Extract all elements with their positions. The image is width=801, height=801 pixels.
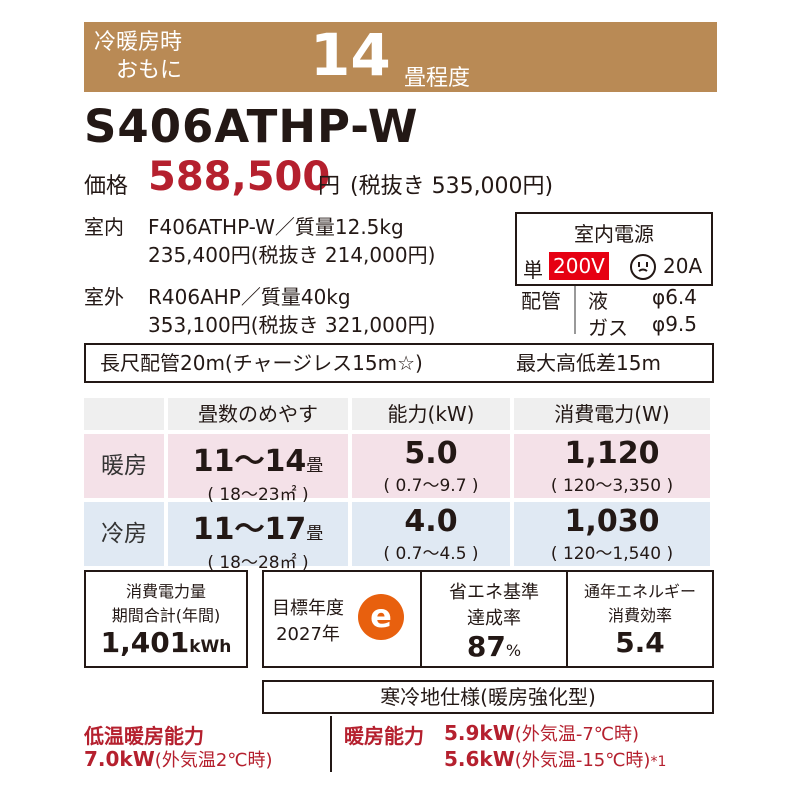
piping-divider — [574, 286, 576, 334]
target-year: 目標年度 2027年 — [272, 594, 344, 646]
outdoor-label: 室外 — [84, 285, 124, 309]
consumption-value: 1,401 — [100, 626, 190, 659]
achieve-unit: % — [505, 641, 522, 660]
amperage: 20A — [663, 254, 703, 278]
table-row: 冷房 — [84, 502, 164, 566]
tatami-sub: ( 18～28㎡ ) — [207, 553, 309, 573]
heating-label: 暖房能力 — [344, 724, 424, 748]
piping-label: 配管 — [521, 289, 561, 313]
heating-cond1: (外気温-7℃時) — [514, 724, 640, 745]
heating-value1: 5.9kW(外気温-7℃時) — [444, 720, 639, 746]
indoor-price: 235,400円(税抜き 214,000円) — [148, 243, 436, 267]
tatami-value: 11～14 — [192, 444, 307, 479]
indoor-label: 室内 — [84, 215, 124, 239]
divider — [420, 572, 422, 666]
capacity-value: 5.0 — [404, 436, 458, 471]
achievement: 省エネ基準 達成率 87% — [422, 578, 566, 663]
indoor-model: F406ATHP-W／質量12.5kg — [148, 215, 404, 239]
banner-line1: 冷暖房時 — [94, 30, 183, 55]
power-value: 1,030 — [564, 504, 660, 539]
banner-line2: おもに — [116, 58, 183, 83]
capacity-banner: 冷暖房時 おもに 14 畳程度 — [84, 22, 717, 92]
power-cell: 1,120 ( 120～3,350 ) — [514, 434, 710, 498]
power-sub: ( 120～3,350 ) — [550, 476, 674, 496]
apf-label1: 通年エネルギー — [583, 582, 696, 601]
achieve-value: 87 — [466, 630, 506, 663]
liquid-size: φ6.4 — [652, 285, 697, 309]
capacity-cell: 5.0 ( 0.7～9.7 ) — [352, 434, 510, 498]
indoor-power-box: 室内電源 単 200V 20A — [515, 212, 713, 286]
consumption-label2: 期間合計(年間) — [111, 606, 221, 625]
row-label-heating: 暖房 — [101, 453, 147, 479]
single-phase-label: 単 — [523, 258, 543, 282]
tatami-value: 11～17 — [192, 512, 307, 547]
liquid-label: 液 — [588, 289, 608, 313]
header-capacity: 能力(kW) — [352, 398, 510, 430]
capacity-sub: ( 0.7～4.5 ) — [383, 544, 479, 564]
achieve-label1: 省エネ基準 — [449, 582, 539, 603]
consumption-label1: 消費電力量 — [125, 582, 206, 601]
banner-label: 冷暖房時 おもに — [94, 29, 182, 85]
price-yen: 円 — [318, 174, 341, 199]
height-diff-text: 最大高低差15m — [516, 351, 661, 375]
table-row: 暖房 — [84, 434, 164, 498]
header-power: 消費電力(W) — [514, 398, 710, 430]
target-label1: 目標年度 — [272, 598, 344, 619]
header-tatami: 畳数のめやす — [168, 398, 348, 430]
consumption-unit: kWh — [189, 637, 232, 657]
heating-value2: 5.6kW(外気温-15℃時)*1 — [444, 746, 666, 772]
tatami-unit: 畳 — [306, 524, 324, 544]
outdoor-price: 353,100円(税抜き 321,000円) — [148, 313, 436, 337]
low-temp-label: 低温暖房能力 — [84, 724, 204, 748]
row-label-cooling: 冷房 — [101, 521, 147, 547]
eco-mark-icon: e — [358, 594, 404, 640]
footnote-mark: *1 — [650, 754, 667, 770]
power-cell: 1,030 ( 120～1,540 ) — [514, 502, 710, 566]
tatami-unit: 畳 — [306, 456, 324, 476]
plug-icon — [630, 254, 656, 280]
power-title: 室内電源 — [574, 222, 654, 246]
voltage-badge: 200V — [549, 252, 609, 280]
tatami-cell: 11～14畳 ( 18～23㎡ ) — [168, 434, 348, 505]
price-tax-note: (税抜き 535,000円) — [350, 174, 554, 199]
divider — [566, 572, 568, 666]
power-value: 1,120 — [564, 436, 660, 471]
banner-unit: 畳程度 — [404, 66, 471, 91]
price-label: 価格 — [84, 174, 129, 199]
table-corner — [84, 398, 164, 430]
long-pipe-text: 長尺配管20m(チャージレス15m☆) — [100, 351, 423, 375]
low-temp-value: 7.0kW(外気温2℃時) — [84, 746, 273, 772]
tatami-sub: ( 18～23㎡ ) — [207, 485, 309, 505]
capacity-sub: ( 0.7～9.7 ) — [383, 476, 479, 496]
banner-number: 14 — [310, 21, 391, 89]
gas-size: φ9.5 — [652, 312, 697, 336]
model-number: S406ATHP-W — [84, 100, 419, 153]
outdoor-model: R406AHP／質量40kg — [148, 285, 351, 309]
capacity-cell: 4.0 ( 0.7～4.5 ) — [352, 502, 510, 566]
apf-value: 5.4 — [615, 626, 665, 659]
heating-cond2: (外気温-15℃時) — [514, 750, 651, 771]
low-temp-cond: (外気温2℃時) — [154, 750, 273, 771]
apf-label2: 消費効率 — [607, 606, 672, 625]
low-temp-kw: 7.0kW — [84, 747, 155, 771]
long-pipe-box: 長尺配管20m(チャージレス15m☆) 最大高低差15m — [84, 343, 714, 383]
energy-rating-box: 目標年度 2027年 e 省エネ基準 達成率 87% 通年エネルギー 消費効率 … — [262, 570, 714, 668]
tatami-cell: 11～17畳 ( 18～28㎡ ) — [168, 502, 348, 573]
capacity-value: 4.0 — [404, 504, 458, 539]
price-value: 588,500 — [148, 154, 331, 200]
power-sub: ( 120～1,540 ) — [550, 544, 674, 564]
annual-consumption-box: 消費電力量 期間合計(年間) 1,401kWh — [84, 570, 248, 668]
target-label2: 2027年 — [276, 624, 340, 645]
heating-kw2: 5.6kW — [444, 747, 515, 771]
cold-spec-box: 寒冷地仕様(暖房強化型) — [262, 680, 714, 714]
apf: 通年エネルギー 消費効率 5.4 — [568, 578, 712, 659]
divider — [330, 716, 332, 772]
achieve-label2: 達成率 — [467, 608, 521, 629]
gas-label: ガス — [588, 316, 628, 340]
heating-kw1: 5.9kW — [444, 721, 515, 745]
